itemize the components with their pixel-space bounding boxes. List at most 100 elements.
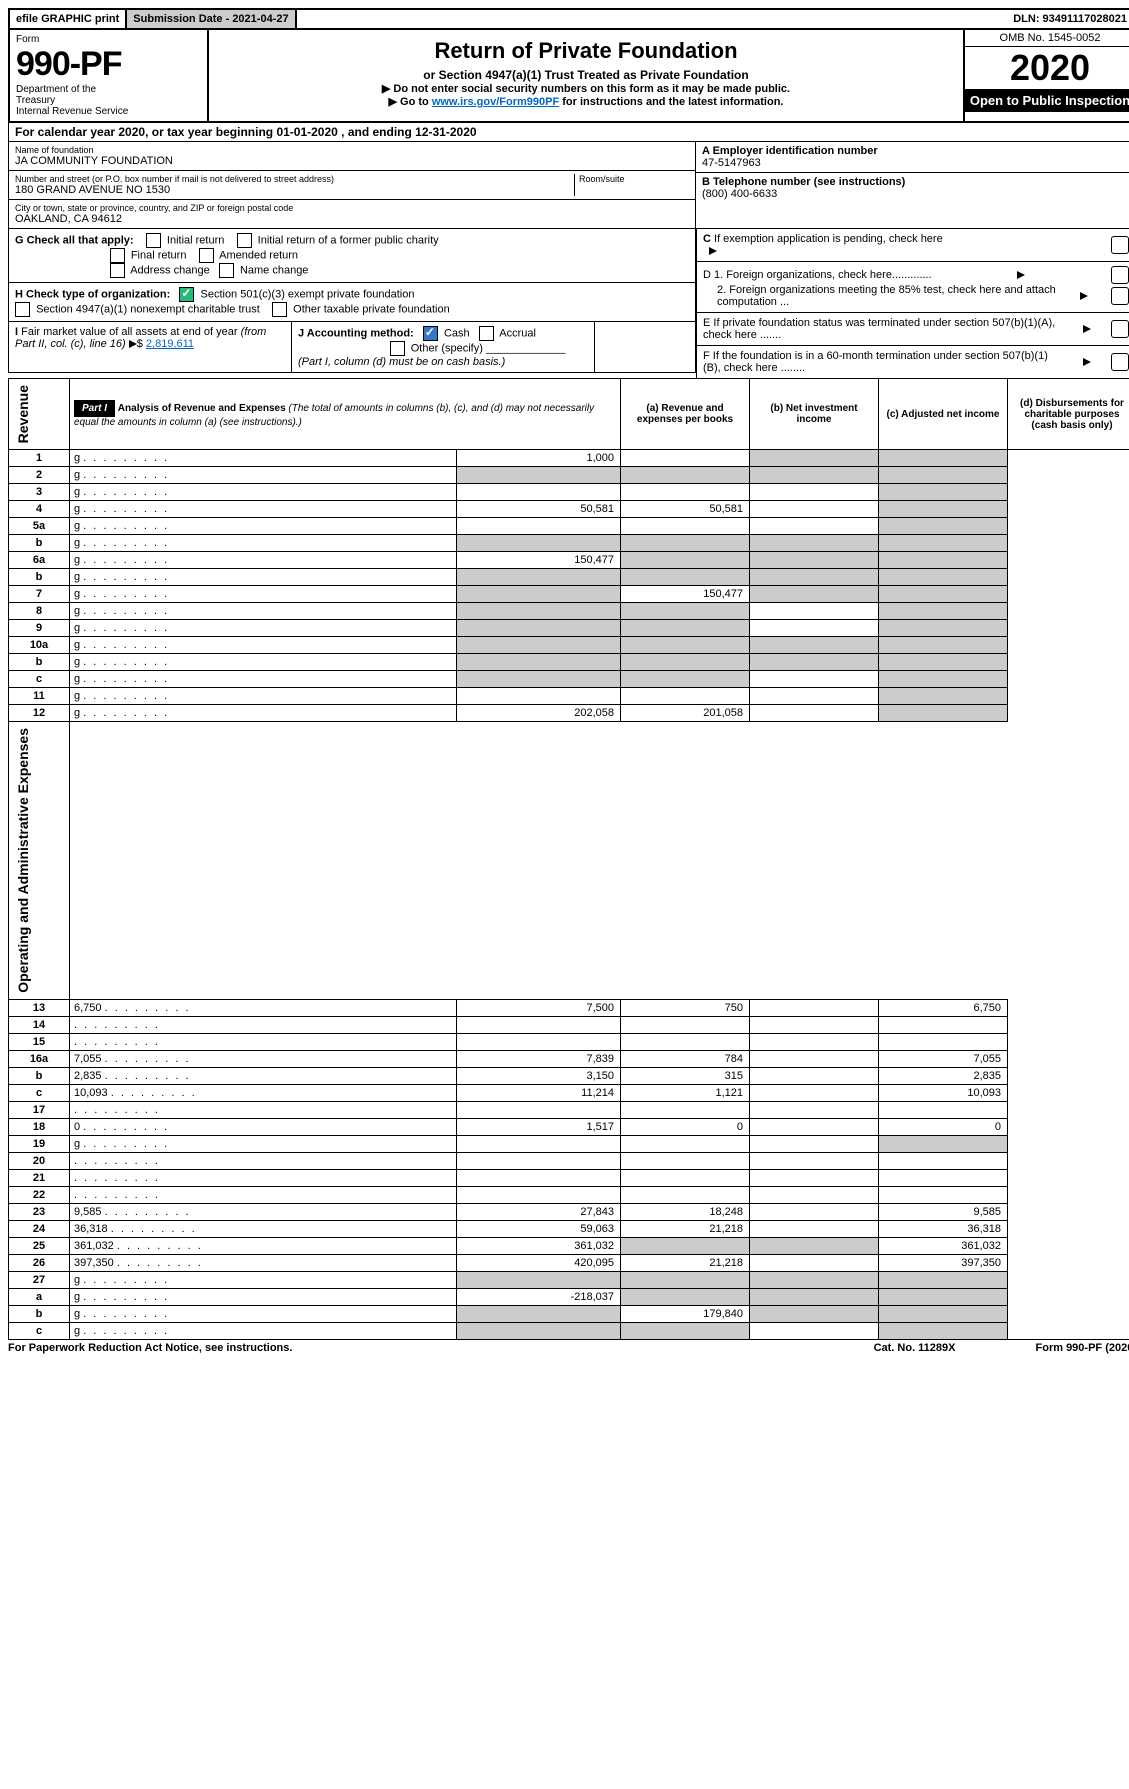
- chk-initial[interactable]: [146, 233, 161, 248]
- cell-grey: [456, 1272, 620, 1289]
- table-row: cg: [9, 671, 1129, 688]
- chk-e[interactable]: [1111, 320, 1129, 338]
- line-num: c: [9, 671, 70, 688]
- cell-value: [750, 1085, 879, 1102]
- cell-grey: [621, 467, 750, 484]
- address-value: 180 GRAND AVENUE NO 1530: [15, 184, 574, 196]
- line-desc: g: [70, 1323, 457, 1340]
- line-num: 6a: [9, 552, 70, 569]
- table-row: b2,835 3,1503152,835: [9, 1068, 1129, 1085]
- table-row: 15: [9, 1034, 1129, 1051]
- line-num: a: [9, 1289, 70, 1306]
- irs-link[interactable]: www.irs.gov/Form990PF: [432, 96, 559, 108]
- cell-grey: [879, 1272, 1008, 1289]
- table-row: 12g 202,058201,058: [9, 705, 1129, 722]
- line-desc: g: [70, 637, 457, 654]
- cell-value: [750, 1255, 879, 1272]
- tax-year: 2020: [965, 46, 1129, 89]
- cell-value: 21,218: [621, 1221, 750, 1238]
- cell-value: 784: [621, 1051, 750, 1068]
- table-row: cg: [9, 1323, 1129, 1340]
- chk-final[interactable]: [110, 248, 125, 263]
- line-desc: [70, 1153, 457, 1170]
- cell-value: [879, 1034, 1008, 1051]
- chk-501c3[interactable]: [179, 287, 194, 302]
- cell-value: 7,839: [456, 1051, 620, 1068]
- cell-grey: [879, 705, 1008, 722]
- cell-value: 2,835: [879, 1068, 1008, 1085]
- table-row: 20: [9, 1153, 1129, 1170]
- cell-value: [621, 1153, 750, 1170]
- fmv-value: 2,819,611: [146, 338, 194, 350]
- room-label: Room/suite: [579, 174, 689, 184]
- line-desc: [70, 1034, 457, 1051]
- cell-value: 1,517: [456, 1119, 620, 1136]
- line-desc: [70, 1102, 457, 1119]
- line-num: 23: [9, 1204, 70, 1221]
- line-num: b: [9, 654, 70, 671]
- line-num: 24: [9, 1221, 70, 1238]
- cell-value: [456, 688, 620, 705]
- cell-value: 0: [879, 1119, 1008, 1136]
- cell-value: [750, 671, 879, 688]
- cell-value: [750, 484, 879, 501]
- submission-date-button[interactable]: Submission Date - 2021-04-27: [127, 10, 296, 28]
- cell-grey: [750, 1306, 879, 1323]
- cell-grey: [621, 1238, 750, 1255]
- line-desc: g: [70, 535, 457, 552]
- chk-d1[interactable]: [1111, 266, 1129, 284]
- form-number: 990-PF: [16, 45, 201, 84]
- form-title: Return of Private Foundation: [213, 38, 959, 64]
- col-d: (d) Disbursements for charitable purpose…: [1008, 379, 1129, 450]
- cell-value: 150,477: [621, 586, 750, 603]
- chk-4947[interactable]: [15, 302, 30, 317]
- j-note: (Part I, column (d) must be on cash basi…: [298, 356, 505, 368]
- cell-value: 201,058: [621, 705, 750, 722]
- col-b: (b) Net investment income: [750, 379, 879, 450]
- line-desc: g: [70, 569, 457, 586]
- chk-d2[interactable]: [1111, 287, 1129, 305]
- name-label: Name of foundation: [15, 145, 689, 155]
- chk-f[interactable]: [1111, 353, 1129, 371]
- line-num: 9: [9, 620, 70, 637]
- chk-cash[interactable]: [423, 326, 438, 341]
- chk-c[interactable]: [1111, 236, 1129, 254]
- cell-grey: [879, 518, 1008, 535]
- chk-address[interactable]: [110, 263, 125, 278]
- line-num: 8: [9, 603, 70, 620]
- line-desc: g: [70, 501, 457, 518]
- cell-value: 1,121: [621, 1085, 750, 1102]
- line-num: 18: [9, 1119, 70, 1136]
- cell-value: [750, 1153, 879, 1170]
- efile-label: efile GRAPHIC print: [10, 10, 127, 28]
- cell-value: [456, 1187, 620, 1204]
- cell-value: [621, 1187, 750, 1204]
- line-num: 21: [9, 1170, 70, 1187]
- chk-other-tax[interactable]: [272, 302, 287, 317]
- table-row: 4g 50,58150,581: [9, 501, 1129, 518]
- col-a: (a) Revenue and expenses per books: [621, 379, 750, 450]
- line-num: 15: [9, 1034, 70, 1051]
- chk-other-method[interactable]: [390, 341, 405, 356]
- cell-value: 59,063: [456, 1221, 620, 1238]
- line-desc: 397,350: [70, 1255, 457, 1272]
- cell-value: [621, 1034, 750, 1051]
- line-desc: g: [70, 518, 457, 535]
- cell-value: [456, 484, 620, 501]
- chk-accrual[interactable]: [479, 326, 494, 341]
- line-desc: 6,750: [70, 1000, 457, 1017]
- cell-grey: [621, 620, 750, 637]
- cell-value: 750: [621, 1000, 750, 1017]
- cell-value: 50,581: [621, 501, 750, 518]
- line-num: 25: [9, 1238, 70, 1255]
- chk-name[interactable]: [219, 263, 234, 278]
- line-num: c: [9, 1085, 70, 1102]
- line-num: 3: [9, 484, 70, 501]
- cell-grey: [456, 671, 620, 688]
- chk-amended[interactable]: [199, 248, 214, 263]
- cell-grey: [621, 637, 750, 654]
- chk-initial-former[interactable]: [237, 233, 252, 248]
- cell-value: [456, 518, 620, 535]
- cell-grey: [879, 671, 1008, 688]
- cell-value: [750, 620, 879, 637]
